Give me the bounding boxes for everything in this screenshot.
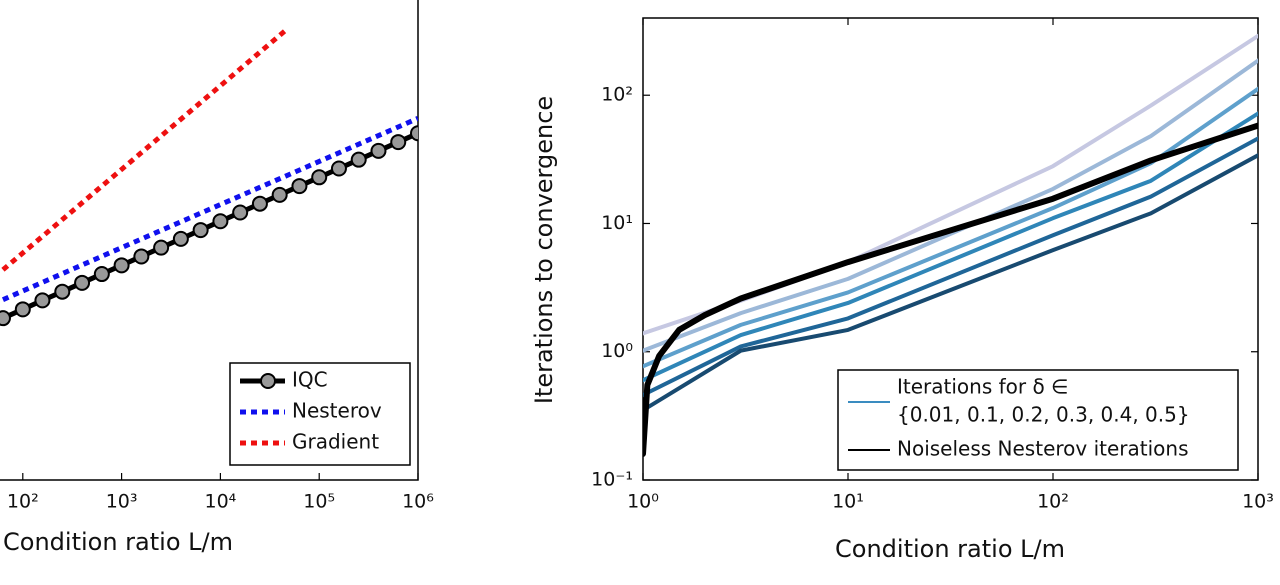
series-line (643, 58, 1258, 353)
legend-label: IQC (292, 368, 328, 392)
marker (192, 222, 209, 239)
marker (232, 204, 249, 221)
marker (113, 257, 130, 274)
y-axis-label: Iterations to convergence (530, 96, 558, 404)
x-tick-label: 10² (1037, 491, 1069, 513)
marker (0, 310, 11, 327)
legend-marker (260, 373, 276, 389)
marker (153, 239, 170, 256)
x-axis-label: Condition ratio L/m (3, 528, 233, 556)
marker (291, 178, 308, 195)
x-tick-label: 10⁶ (402, 491, 434, 513)
marker (34, 292, 51, 309)
x-tick-label: 10² (7, 491, 39, 513)
x-tick-label: 10⁵ (303, 491, 335, 513)
x-axis-label: Condition ratio L/m (835, 535, 1065, 563)
marker (350, 151, 367, 168)
legend-label: Iterations for δ ∈ (897, 375, 1068, 399)
series-line (643, 111, 1258, 383)
y-tick-label: 10² (601, 84, 633, 106)
marker (93, 266, 110, 283)
marker (251, 195, 268, 212)
legend-label: Nesterov (292, 399, 382, 423)
marker (390, 134, 407, 151)
legend: Iterations for δ ∈ {0.01, 0.1, 0.2, 0.3, … (837, 369, 1239, 471)
x-tick-label: 10³ (1242, 491, 1274, 513)
series-line (0, 130, 418, 321)
x-tick-label: 10⁰ (627, 491, 659, 513)
marker (172, 230, 189, 247)
x-tick-label: 10³ (106, 491, 138, 513)
marker (311, 169, 328, 186)
marker (212, 213, 229, 230)
marker (271, 186, 288, 203)
series-line (1, 116, 418, 302)
plot-frame (0, 0, 419, 481)
marker (74, 274, 91, 291)
legend-label: Noiseless Nesterov iterations (897, 437, 1189, 461)
series-line (643, 122, 1258, 457)
legend-label: Gradient (292, 430, 379, 454)
series-line (643, 136, 1258, 397)
y-tick-label: 10⁰ (601, 340, 633, 362)
series-group (643, 33, 1258, 457)
plot-frame (642, 17, 1259, 481)
legend-label: {0.01, 0.1, 0.2, 0.3, 0.4, 0.5} (897, 403, 1190, 427)
marker (370, 142, 387, 159)
marker (410, 125, 418, 142)
x-tick-label: 10¹ (832, 491, 864, 513)
y-tick-label: 10¹ (601, 212, 633, 234)
marker (14, 301, 31, 318)
series-line (1, 28, 288, 272)
series-line (643, 86, 1258, 369)
legend: IQC Nesterov Gradient (229, 362, 411, 466)
marker (133, 248, 150, 265)
series-group (0, 28, 418, 327)
marker (54, 283, 71, 300)
plot: 10² 10³ 10⁴ 10⁵ 10⁶ Condition ratio L/m IQC Nes… (0, 0, 434, 556)
series-line (643, 153, 1258, 413)
legend-box (837, 369, 1239, 471)
y-tick-label: 10⁻¹ (591, 469, 633, 491)
marker (330, 160, 347, 177)
x-tick-label: 10⁴ (205, 491, 237, 513)
